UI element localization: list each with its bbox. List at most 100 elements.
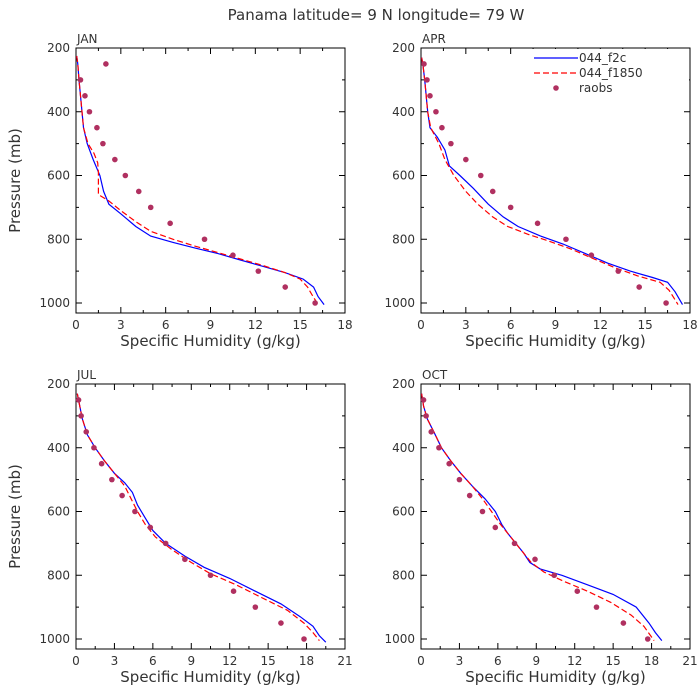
panel-jan: JAN 0 3 6 9 12 15 18 200 400 600 800 1000 Specific Hu…: [6, 32, 353, 350]
panel-title: OCT: [422, 368, 448, 382]
data-point: [278, 620, 284, 626]
data-point: [615, 268, 622, 274]
data-point: [477, 172, 484, 179]
panel-oct: OCT 0 3 6 9 12 15 18 21 200 400 600 800 1000 Specific …: [384, 368, 697, 686]
data-point: [83, 429, 90, 435]
y-tick-label: 600: [47, 505, 70, 519]
data-point: [423, 413, 429, 419]
data-point: [230, 252, 236, 258]
x-axis-label: Specific Humidity (g/kg): [120, 668, 300, 686]
data-point: [588, 252, 595, 258]
series-044-f2c-line: [76, 55, 325, 305]
series-044-f1850-line: [76, 55, 319, 305]
x-tick-label: 12: [248, 318, 263, 332]
series-raobs: [420, 397, 651, 642]
y-tick-label: 200: [47, 377, 70, 391]
data-point: [593, 604, 600, 610]
data-point: [282, 284, 289, 290]
x-tick-label: 18: [337, 318, 352, 332]
data-point: [446, 460, 452, 467]
data-point: [119, 492, 125, 499]
plot-frame: [75, 47, 346, 314]
data-point: [636, 284, 642, 290]
y-tick-label: 200: [392, 41, 415, 55]
y-tick-label: 600: [392, 505, 415, 519]
x-tick-label: 12: [567, 654, 582, 668]
data-point: [255, 268, 262, 274]
data-point: [644, 636, 651, 642]
x-axis-label: Specific Humidity (g/kg): [465, 332, 645, 350]
data-point: [122, 172, 129, 179]
x-tick-label: 12: [222, 654, 237, 668]
y-tick-label: 200: [47, 41, 70, 55]
data-point: [77, 77, 84, 83]
x-tick-label: 18: [644, 654, 659, 668]
x-tick-label: 6: [494, 654, 502, 668]
x-axis-label: Specific Humidity (g/kg): [120, 332, 300, 350]
x-tick-label: 0: [72, 318, 80, 332]
series-044-f1850-line: [421, 57, 679, 305]
data-point: [436, 444, 442, 451]
data-point: [100, 140, 106, 147]
data-point: [132, 508, 138, 515]
legend-item: 044_f1850: [534, 66, 643, 80]
data-point: [103, 61, 109, 67]
legend-item: raobs: [553, 81, 613, 95]
legend-label: raobs: [579, 81, 613, 95]
panel-jul: JUL 0 3 6 9 12 15 18 21 200 400 600 800 1000 Specific …: [6, 368, 353, 686]
data-point: [439, 124, 445, 131]
series-raobs: [421, 61, 669, 306]
figure-title: Panama latitude= 9 N longitude= 79 W: [228, 6, 525, 24]
x-tick-label: 9: [552, 318, 560, 332]
x-tick-label: 0: [417, 654, 425, 668]
data-point: [182, 556, 188, 563]
series-raobs: [77, 61, 318, 306]
y-tick-label: 800: [47, 232, 70, 246]
data-point: [563, 236, 569, 243]
data-point: [574, 588, 581, 594]
data-point: [135, 188, 142, 195]
y-tick-label: 400: [47, 441, 70, 455]
y-tick-label: 400: [392, 441, 415, 455]
data-point: [448, 140, 454, 147]
data-point: [147, 204, 154, 211]
y-tick-label: 1000: [384, 632, 415, 646]
data-point: [420, 397, 427, 403]
y-tick-label: 800: [392, 232, 415, 246]
legend-item: 044_f2c: [534, 51, 626, 65]
data-point: [147, 524, 154, 531]
series-044-f2c-line: [76, 393, 327, 643]
y-tick-label: 1000: [39, 296, 70, 310]
data-point: [507, 204, 514, 211]
y-tick-label: 800: [47, 568, 70, 582]
y-tick-label: 600: [392, 169, 415, 183]
data-point: [466, 492, 473, 499]
data-point: [86, 108, 93, 115]
data-point: [301, 636, 307, 642]
data-point: [424, 77, 430, 83]
data-point: [230, 588, 237, 594]
x-tick-label: 6: [162, 318, 170, 332]
data-point: [91, 444, 97, 451]
x-tick-label: 6: [507, 318, 515, 332]
legend-label: 044_f2c: [579, 51, 626, 65]
data-point: [312, 300, 318, 306]
panel-title: JUL: [76, 368, 96, 382]
x-tick-label: 0: [417, 318, 425, 332]
y-tick-label: 600: [47, 169, 70, 183]
data-point: [551, 572, 558, 579]
data-point: [75, 397, 82, 403]
x-tick-label: 9: [187, 654, 195, 668]
plot-frame: [75, 383, 346, 650]
y-tick-label: 200: [392, 377, 415, 391]
series-044-f1850-line: [76, 393, 320, 641]
panel-title: APR: [422, 32, 446, 46]
x-tick-label: 0: [72, 654, 80, 668]
series-raobs: [75, 397, 307, 642]
x-tick-label: 21: [682, 654, 697, 668]
data-point: [167, 220, 173, 227]
data-point: [534, 220, 541, 227]
legend-marker: [553, 85, 559, 91]
